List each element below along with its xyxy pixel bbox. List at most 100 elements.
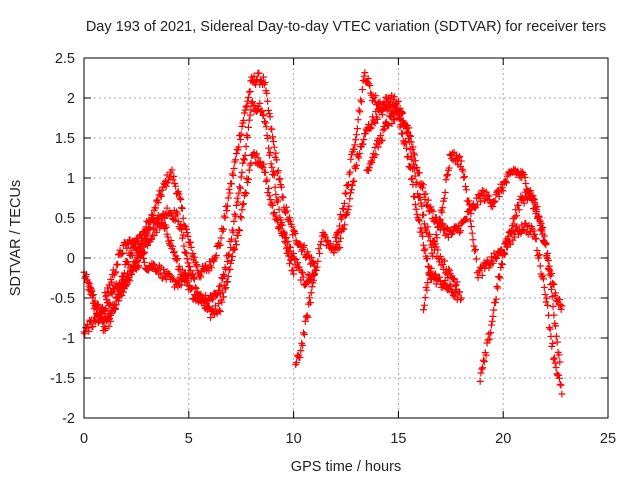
data-point xyxy=(178,204,186,212)
data-point xyxy=(183,278,191,286)
data-point xyxy=(438,208,446,216)
data-point xyxy=(550,311,558,319)
data-point xyxy=(260,111,268,119)
data-point xyxy=(419,181,427,189)
data-point xyxy=(133,258,141,266)
data-point xyxy=(522,179,530,187)
data-point xyxy=(93,309,101,317)
data-point xyxy=(263,89,271,97)
data-point xyxy=(406,132,414,140)
data-point xyxy=(268,163,276,171)
data-point xyxy=(173,256,181,264)
data-point xyxy=(232,212,240,220)
data-point xyxy=(465,197,473,205)
data-point xyxy=(509,236,517,244)
data-point xyxy=(275,206,283,214)
data-point xyxy=(127,266,135,274)
data-point xyxy=(88,291,96,299)
data-point xyxy=(146,224,154,232)
data-point xyxy=(535,251,543,259)
data-point xyxy=(488,317,496,325)
data-point xyxy=(558,390,566,398)
data-point xyxy=(290,270,298,278)
data-point xyxy=(303,312,311,320)
data-point xyxy=(521,188,529,196)
data-point xyxy=(535,254,543,262)
data-point xyxy=(361,69,369,77)
data-point xyxy=(112,294,120,302)
data-point xyxy=(317,238,325,246)
data-point xyxy=(537,226,545,234)
data-point xyxy=(232,150,240,158)
data-point xyxy=(245,116,253,124)
data-point xyxy=(281,237,289,245)
data-point xyxy=(179,214,187,222)
data-point xyxy=(175,277,183,285)
data-point xyxy=(220,212,228,220)
data-point xyxy=(547,285,555,293)
data-point xyxy=(456,152,464,160)
data-point xyxy=(345,202,353,210)
data-point xyxy=(497,180,505,188)
data-point xyxy=(285,252,293,260)
data-point xyxy=(342,210,350,218)
data-point xyxy=(374,143,382,151)
data-point xyxy=(475,194,483,202)
data-point xyxy=(132,246,140,254)
data-point xyxy=(282,203,290,211)
data-point xyxy=(487,321,495,329)
data-point xyxy=(245,166,253,174)
data-point xyxy=(162,223,170,231)
data-point xyxy=(424,196,432,204)
data-point xyxy=(556,358,564,366)
data-point xyxy=(432,231,440,239)
data-point xyxy=(425,269,433,277)
data-point xyxy=(409,143,417,151)
data-point xyxy=(302,281,310,289)
data-point xyxy=(556,301,564,309)
data-point xyxy=(216,241,224,249)
data-point xyxy=(405,124,413,132)
data-point xyxy=(418,228,426,236)
data-point xyxy=(171,216,179,224)
data-point xyxy=(429,252,437,260)
data-point xyxy=(105,322,113,330)
data-point xyxy=(168,166,176,174)
data-point xyxy=(259,73,267,81)
data-point xyxy=(446,267,454,275)
data-point xyxy=(299,329,307,337)
data-point xyxy=(296,240,304,248)
data-point xyxy=(244,123,252,131)
y-tick-label: -0.5 xyxy=(50,291,75,307)
data-point xyxy=(177,281,185,289)
data-point xyxy=(236,136,244,144)
data-point xyxy=(291,229,299,237)
data-point xyxy=(150,261,158,269)
data-point xyxy=(390,116,398,124)
data-point xyxy=(440,194,448,202)
data-point xyxy=(557,305,565,313)
data-point xyxy=(547,280,555,288)
data-point xyxy=(87,290,95,298)
data-point xyxy=(232,201,240,209)
data-point xyxy=(394,97,402,105)
data-point xyxy=(176,280,184,288)
data-point xyxy=(492,254,500,262)
data-point xyxy=(432,214,440,222)
data-point xyxy=(278,183,286,191)
data-point xyxy=(354,116,362,124)
data-point xyxy=(407,138,415,146)
data-point xyxy=(521,173,529,181)
data-point xyxy=(240,200,248,208)
data-point xyxy=(238,122,246,130)
data-point xyxy=(502,177,510,185)
data-point xyxy=(340,205,348,213)
data-point xyxy=(135,244,143,252)
data-point xyxy=(298,268,306,276)
y-tick-label: 1.5 xyxy=(55,131,75,147)
data-point xyxy=(501,178,509,186)
data-point xyxy=(435,219,443,227)
data-point xyxy=(261,168,269,176)
data-point xyxy=(365,164,373,172)
data-point xyxy=(181,248,189,256)
